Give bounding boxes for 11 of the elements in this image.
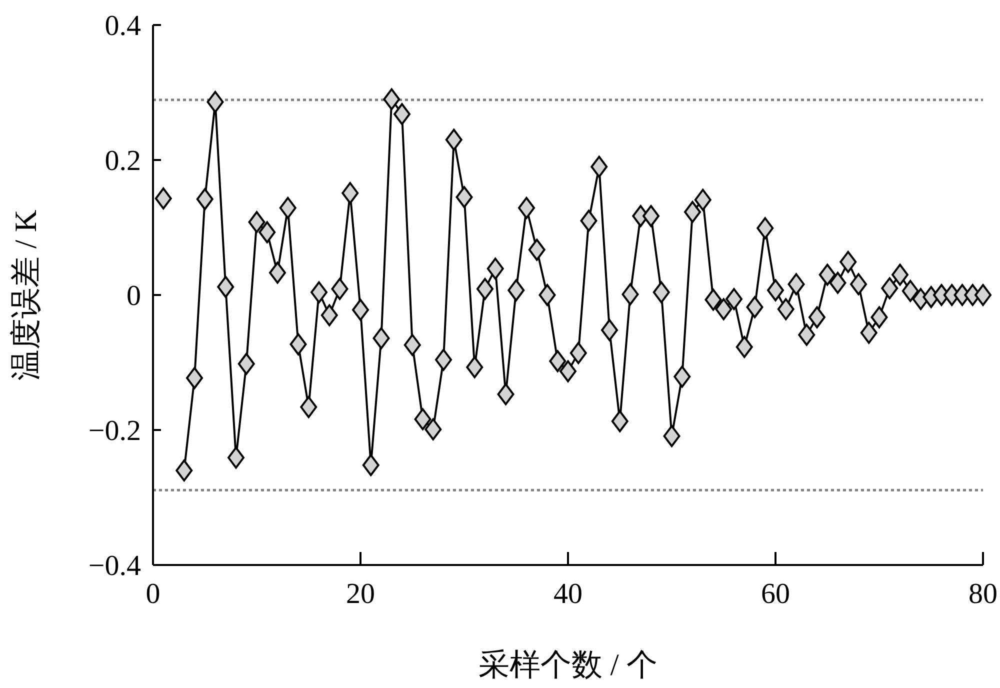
y-tick-label: 0.2 <box>104 145 141 177</box>
y-axis-title: 温度误差 / K <box>8 209 43 380</box>
y-tick-label: 0 <box>126 280 141 312</box>
y-tick-label: −0.2 <box>88 415 141 447</box>
x-tick-label: 80 <box>968 578 998 610</box>
x-tick-label: 60 <box>761 578 790 610</box>
y-tick-label: 0.4 <box>104 10 142 42</box>
x-tick-label: 20 <box>346 578 375 610</box>
x-tick-label: 40 <box>554 578 582 610</box>
y-tick-label: −0.4 <box>88 550 142 582</box>
x-axis-title: 采样个数 / 个 <box>478 647 658 682</box>
